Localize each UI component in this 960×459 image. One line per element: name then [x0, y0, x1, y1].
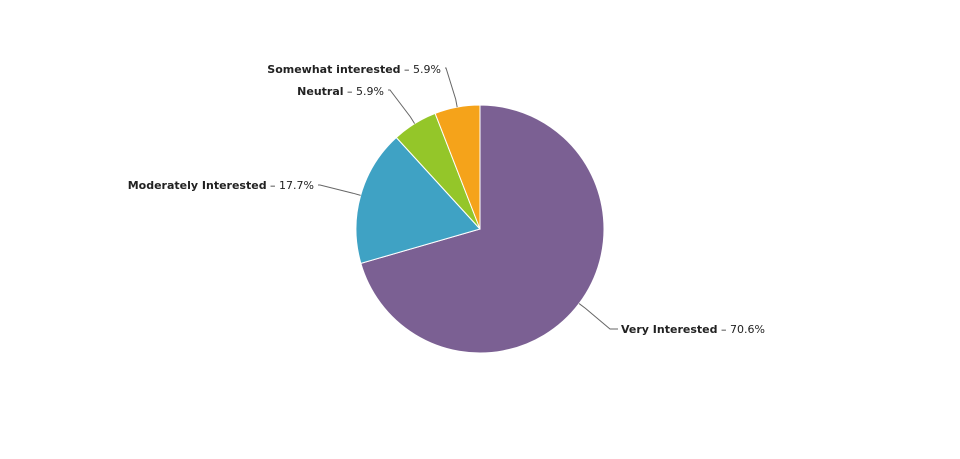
- slice-label-name: Very Interested: [621, 323, 717, 336]
- pie-slice-moderately-interested[interactable]: [355, 136, 481, 264]
- pie-slice-somewhat-interested[interactable]: [434, 104, 481, 230]
- slice-label-value: – 5.9%: [344, 85, 384, 98]
- connector-line: [318, 184, 361, 196]
- slice-label: Very Interested – 70.6%: [621, 323, 765, 336]
- slice-label-value: – 17.7%: [267, 179, 314, 192]
- pie-slices: [355, 104, 605, 354]
- connector-line: [578, 303, 618, 330]
- connector-line: [388, 89, 416, 124]
- slice-label-value: – 70.6%: [717, 323, 764, 336]
- slice-label: Moderately Interested – 17.7%: [128, 179, 314, 192]
- slice-label-value: – 5.9%: [401, 63, 441, 76]
- slice-labels: Very Interested – 70.6% Moderately Intere…: [128, 63, 765, 336]
- slice-label: Somewhat interested – 5.9%: [267, 63, 441, 76]
- slice-label-name: Neutral: [297, 85, 343, 98]
- slice-label-name: Somewhat interested: [267, 63, 400, 76]
- slice-label-name: Moderately Interested: [128, 179, 267, 192]
- label-connectors: [318, 67, 618, 330]
- slice-label: Neutral – 5.9%: [297, 85, 384, 98]
- connector-line: [445, 67, 458, 108]
